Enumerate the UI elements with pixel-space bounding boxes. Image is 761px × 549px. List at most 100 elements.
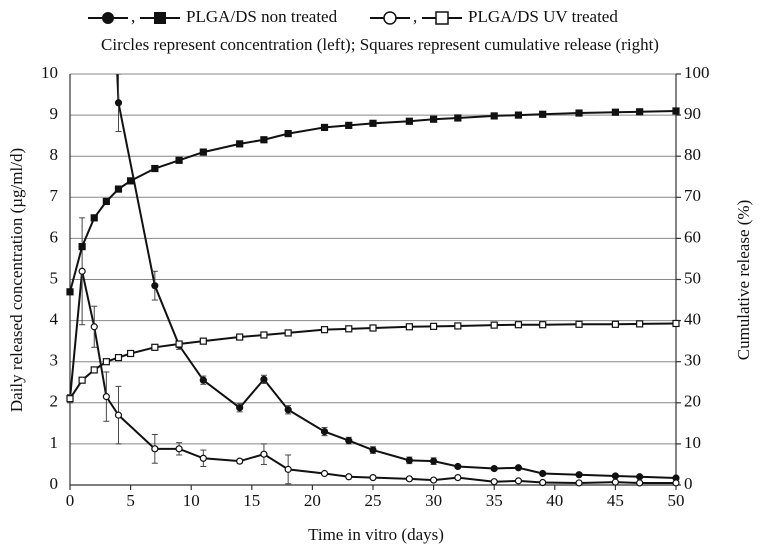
- legend: , PLGA/DS non treated , PLGA/DS UV treat…: [88, 7, 618, 26]
- legend-marker: [154, 12, 166, 24]
- y2-tick-label: 50: [684, 268, 701, 287]
- legend-marker: [102, 12, 114, 24]
- marker: [260, 450, 268, 458]
- x-tick-label: 50: [668, 491, 685, 510]
- x-tick-label: 30: [425, 491, 442, 510]
- y2-tick-label: 40: [684, 310, 701, 329]
- marker: [672, 319, 680, 328]
- marker: [114, 411, 123, 419]
- marker: [78, 243, 86, 251]
- marker: [102, 393, 110, 401]
- marker: [126, 349, 135, 358]
- marker: [126, 177, 135, 185]
- y-tick-label: 3: [50, 351, 59, 370]
- marker: [284, 465, 292, 473]
- marker: [539, 469, 547, 478]
- y-tick-label: 10: [41, 63, 58, 82]
- marker: [369, 119, 377, 127]
- y-axis-label: Daily released concentration (µg/ml/d): [7, 148, 26, 412]
- marker: [236, 457, 244, 465]
- x-axis-label: Time in vitro (days): [308, 525, 444, 544]
- legend-marker: [383, 11, 397, 25]
- legend-marker: [435, 11, 449, 25]
- y2-tick-label: 60: [684, 227, 701, 246]
- marker: [369, 446, 377, 454]
- x-tick-label: 10: [183, 491, 200, 510]
- marker: [636, 108, 644, 116]
- marker: [611, 478, 620, 486]
- marker: [199, 454, 207, 462]
- y-tick-label: 6: [50, 227, 59, 246]
- marker: [636, 479, 644, 487]
- marker: [575, 479, 583, 487]
- marker: [102, 358, 110, 366]
- plot-area: [66, 74, 680, 487]
- marker: [514, 477, 523, 485]
- marker: [514, 464, 523, 472]
- y2-tick-label: 80: [684, 145, 701, 164]
- marker: [66, 395, 74, 403]
- marker: [454, 462, 462, 471]
- x-tick-label: 5: [126, 491, 135, 510]
- y-tick-label: 8: [50, 145, 59, 164]
- x-tick-label: 15: [243, 491, 260, 510]
- marker: [636, 473, 644, 481]
- marker: [320, 469, 329, 478]
- marker: [114, 185, 123, 193]
- y-tick-label: 9: [50, 104, 59, 123]
- marker: [539, 110, 547, 118]
- marker: [66, 288, 74, 296]
- marker: [78, 267, 86, 275]
- y-tick-label: 1: [50, 433, 59, 452]
- marker: [320, 427, 329, 436]
- marker: [260, 375, 268, 383]
- series-line: [69, 322, 677, 400]
- y2-axis-label: Cumulative release (%): [734, 200, 753, 361]
- series-line: [116, 74, 677, 480]
- marker: [345, 325, 353, 333]
- series-line: [69, 271, 676, 484]
- marker: [236, 333, 244, 341]
- marker: [90, 323, 98, 331]
- y2-tick-label: 20: [684, 392, 701, 411]
- legend-label: PLGA/DS UV treated: [468, 7, 618, 26]
- marker: [114, 99, 123, 107]
- y2-tick-label: 10: [684, 433, 701, 452]
- marker: [672, 479, 680, 487]
- x-tick-label: 0: [66, 491, 75, 510]
- marker: [575, 109, 583, 117]
- marker: [199, 337, 207, 345]
- x-tick-label: 40: [546, 491, 563, 510]
- marker: [430, 457, 438, 465]
- marker: [260, 136, 268, 144]
- legend-separator: ,: [413, 7, 417, 26]
- marker: [405, 456, 413, 464]
- marker: [175, 340, 183, 348]
- marker: [490, 112, 498, 120]
- marker: [102, 197, 110, 206]
- y2-tick-label: 70: [684, 186, 701, 205]
- marker: [345, 437, 353, 445]
- marker: [539, 321, 547, 329]
- marker: [284, 129, 292, 138]
- marker: [175, 156, 183, 164]
- legend-label: PLGA/DS non treated: [186, 7, 338, 26]
- marker: [454, 322, 462, 330]
- y-tick-label: 5: [50, 268, 59, 287]
- marker: [430, 115, 438, 123]
- marker: [114, 353, 123, 362]
- marker: [236, 404, 244, 412]
- y2-tick-label: 0: [684, 474, 693, 493]
- y2-tick-label: 90: [684, 104, 701, 123]
- marker: [490, 478, 498, 486]
- marker: [575, 471, 583, 479]
- marker: [405, 323, 413, 331]
- marker: [151, 282, 159, 290]
- y2-tick-label: 30: [684, 351, 701, 370]
- marker: [514, 321, 523, 329]
- marker: [672, 107, 680, 115]
- marker: [636, 320, 644, 328]
- marker: [90, 214, 98, 222]
- chart-subtitle: Circles represent concentration (left); …: [101, 35, 659, 54]
- marker: [454, 474, 462, 482]
